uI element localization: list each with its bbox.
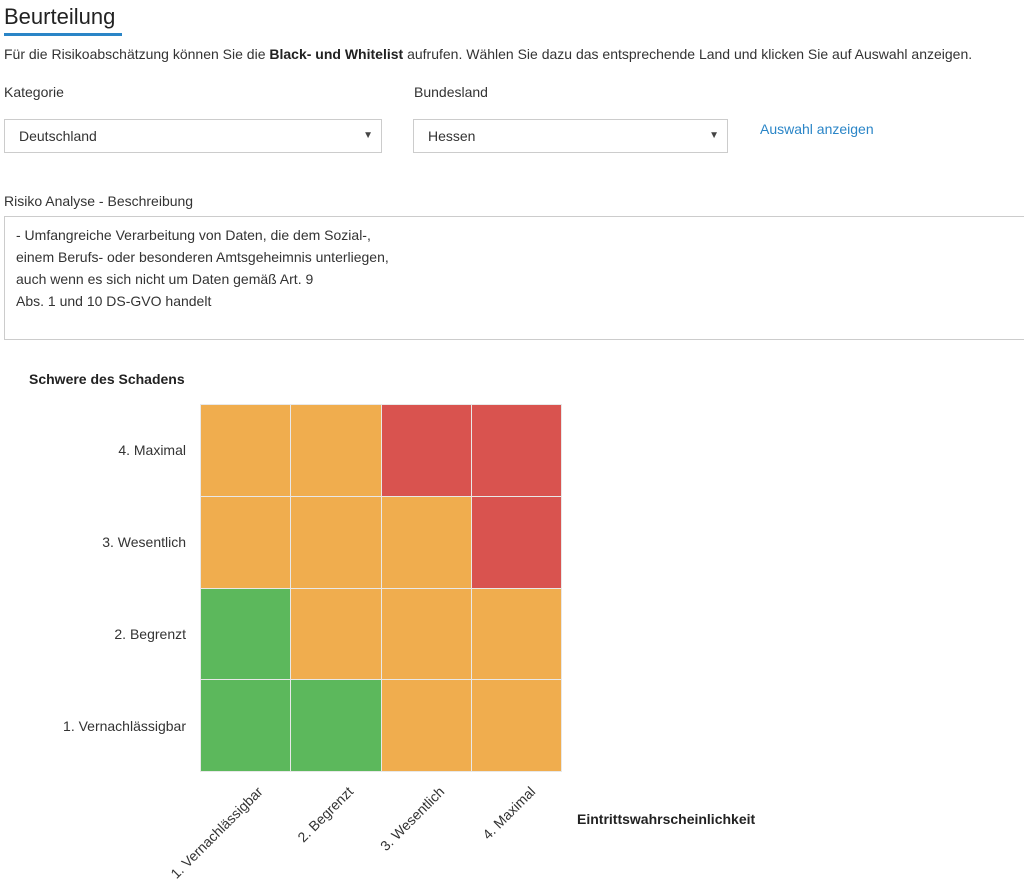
intro-text-start: Für die Risikoabschätzung können Sie die — [4, 46, 270, 62]
kategorie-select[interactable]: Deutschland ▼ — [4, 119, 382, 153]
matrix-y-label: 3. Wesentlich — [102, 534, 186, 550]
intro-text-bold: Black- und Whitelist — [269, 46, 404, 62]
matrix-y-label: 4. Maximal — [118, 442, 186, 458]
matrix-x-label: 2. Begrenzt — [294, 783, 357, 846]
risk-matrix-cell[interactable] — [471, 680, 561, 771]
bundesland-select[interactable]: Hessen ▼ — [413, 119, 728, 153]
risk-matrix-cell[interactable] — [381, 588, 471, 680]
bundesland-select-value: Hessen — [428, 128, 476, 144]
risk-matrix-cell[interactable] — [201, 496, 291, 588]
show-selection-link[interactable]: Auswahl anzeigen — [760, 121, 874, 137]
risk-matrix-cell[interactable] — [381, 405, 471, 496]
intro-text-end: aufrufen. Wählen Sie dazu das entspreche… — [403, 46, 973, 62]
analysis-description-label: Risiko Analyse - Beschreibung — [4, 193, 194, 209]
risk-matrix-cell[interactable] — [201, 405, 291, 496]
intro-text: Für die Risikoabschätzung können Sie die… — [4, 46, 972, 62]
risk-matrix-cell[interactable] — [291, 496, 381, 588]
matrix-y-label: 1. Vernachlässigbar — [63, 718, 186, 734]
matrix-x-axis-title: Eintrittswahrscheinlichkeit — [577, 811, 756, 827]
risk-matrix-cell[interactable] — [471, 588, 561, 680]
matrix-x-label: 1. Vernachlässigbar — [167, 783, 266, 882]
risk-matrix-cell[interactable] — [201, 680, 291, 771]
risk-matrix-cell[interactable] — [291, 680, 381, 771]
kategorie-select-value: Deutschland — [19, 128, 97, 144]
risk-matrix-cell[interactable] — [381, 680, 471, 771]
title-underline — [4, 33, 122, 36]
matrix-y-label: 2. Begrenzt — [114, 626, 186, 642]
chevron-down-icon: ▼ — [709, 130, 719, 141]
matrix-x-label: 3. Wesentlich — [377, 783, 448, 854]
risk-matrix-cell[interactable] — [291, 405, 381, 496]
kategorie-label: Kategorie — [4, 84, 64, 100]
matrix-y-axis-title: Schwere des Schadens — [29, 371, 185, 387]
page-title: Beurteilung — [4, 4, 116, 29]
risk-matrix-cell[interactable] — [201, 588, 291, 680]
risk-matrix-cell[interactable] — [291, 588, 381, 680]
risk-matrix-cell[interactable] — [471, 405, 561, 496]
chevron-down-icon: ▼ — [363, 130, 373, 141]
risk-matrix — [200, 404, 562, 772]
matrix-y-labels: 4. Maximal 3. Wesentlich 2. Begrenzt 1. … — [0, 404, 186, 772]
risk-matrix-cell[interactable] — [381, 496, 471, 588]
bundesland-label: Bundesland — [414, 84, 488, 100]
risk-matrix-cell[interactable] — [471, 496, 561, 588]
matrix-x-label: 4. Maximal — [479, 783, 539, 843]
analysis-description-field[interactable]: - Umfangreiche Verarbeitung von Daten, d… — [4, 216, 1024, 340]
